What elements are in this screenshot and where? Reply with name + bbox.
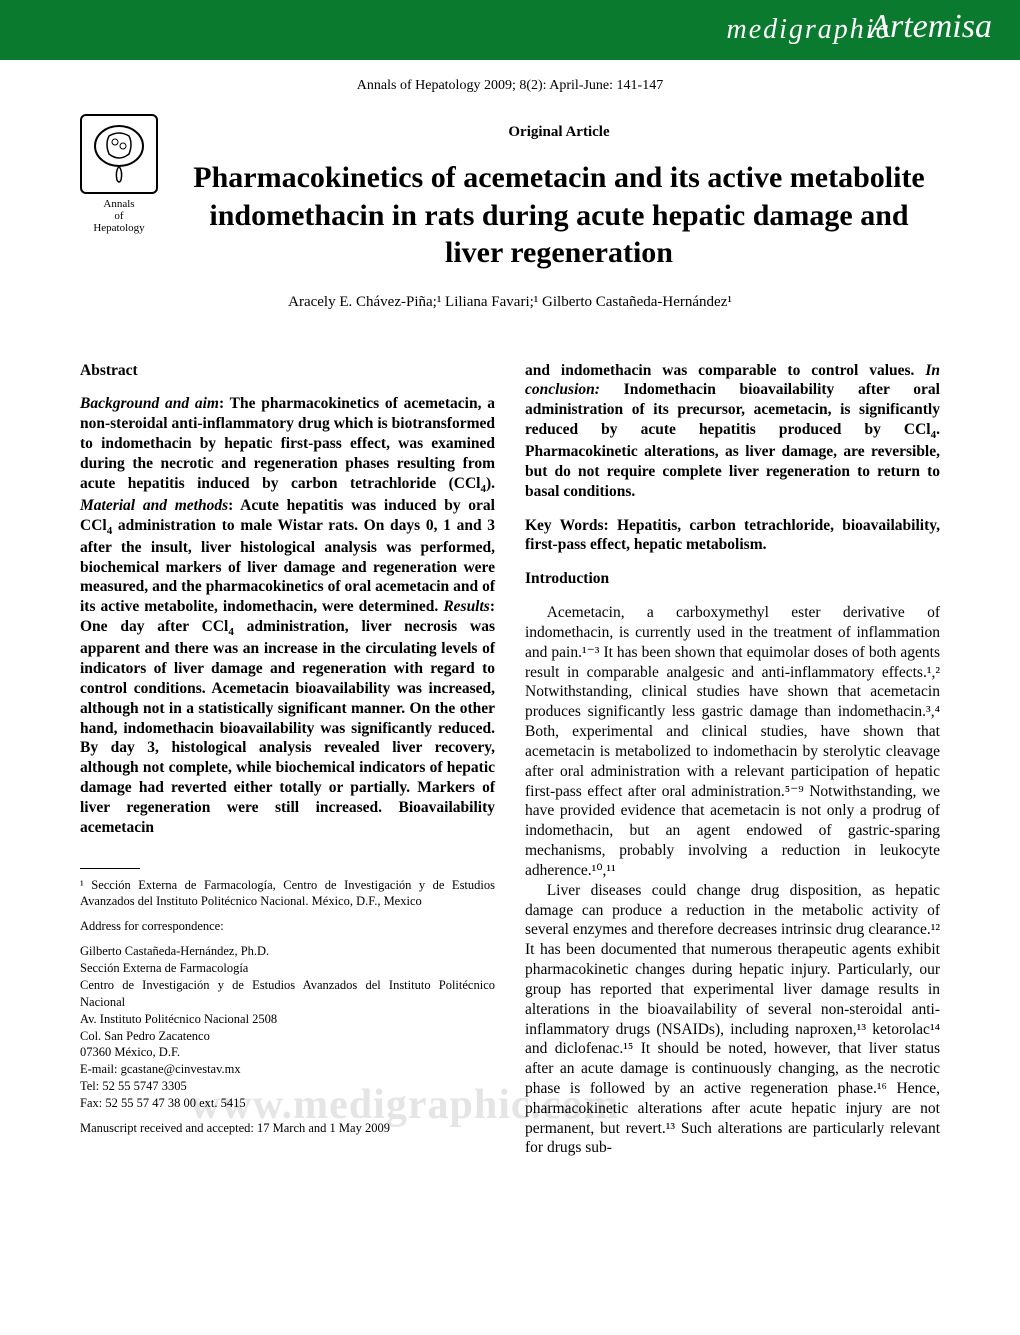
title-block: Original Article Pharmacokinetics of ace… [178,114,940,272]
abstract-heading: Abstract [80,361,495,381]
brand-script: Artemisa [869,8,992,46]
corr-inst: Centro de Investigación y de Estudios Av… [80,977,495,1011]
corr-city: 07360 México, D.F. [80,1044,495,1061]
footnote-rule [80,868,140,869]
correspondence-heading: Address for correspondence: [80,918,495,935]
keywords: Key Words: Hepatitis, carbon tetrachlori… [525,516,940,556]
page-content: Annals of Hepatology 2009; 8(2): April-J… [0,78,1020,1218]
article-type: Original Article [178,124,940,141]
intro-para-1: Acemetacin, a carboxymethyl ester deriva… [525,603,940,881]
article-title: Pharmacokinetics of acemetacin and its a… [178,159,940,272]
two-column-body: Abstract Background and aim: The pharmac… [80,361,940,1159]
journal-logo-block: Annals of Hepatology [80,114,158,234]
corr-fax: Fax: 52 55 57 47 38 00 ext. 5415 [80,1095,495,1112]
logo-line1: Annals [80,198,158,210]
brand-text: medigraphic [726,14,890,46]
journal-citation: Annals of Hepatology 2009; 8(2): April-J… [80,78,940,94]
journal-logo-icon [80,114,158,194]
manuscript-dates: Manuscript received and accepted: 17 Mar… [80,1120,495,1137]
affiliation: ¹ Sección Externa de Farmacología, Centr… [80,877,495,911]
introduction-heading: Introduction [525,569,940,589]
logo-line3: Hepatology [80,222,158,234]
corr-dept: Sección Externa de Farmacología [80,960,495,977]
introduction-body: Acemetacin, a carboxymethyl ester deriva… [525,603,940,1158]
corr-name: Gilberto Castañeda-Hernández, Ph.D. [80,943,495,960]
intro-para-2: Liver diseases could change drug disposi… [525,881,940,1159]
right-column: and indomethacin was comparable to contr… [525,361,940,1159]
corr-street: Av. Instituto Politécnico Nacional 2508 [80,1011,495,1028]
logo-caption: Annals of Hepatology [80,198,158,234]
corr-tel: Tel: 52 55 5747 3305 [80,1078,495,1095]
corr-col: Col. San Pedro Zacatenco [80,1028,495,1045]
abstract-body-left: Background and aim: The pharmacokinetics… [80,394,495,837]
footnotes: ¹ Sección Externa de Farmacología, Centr… [80,877,495,1137]
corr-email: E-mail: gcastane@cinvestav.mx [80,1061,495,1078]
header-row: Annals of Hepatology Original Article Ph… [80,114,940,272]
author-line: Aracely E. Chávez-Piña;¹ Liliana Favari;… [80,294,940,311]
logo-line2: of [80,210,158,222]
abstract-body-right: and indomethacin was comparable to contr… [525,361,940,502]
top-banner: medigraphic Artemisa [0,0,1020,60]
left-column: Abstract Background and aim: The pharmac… [80,361,495,1159]
